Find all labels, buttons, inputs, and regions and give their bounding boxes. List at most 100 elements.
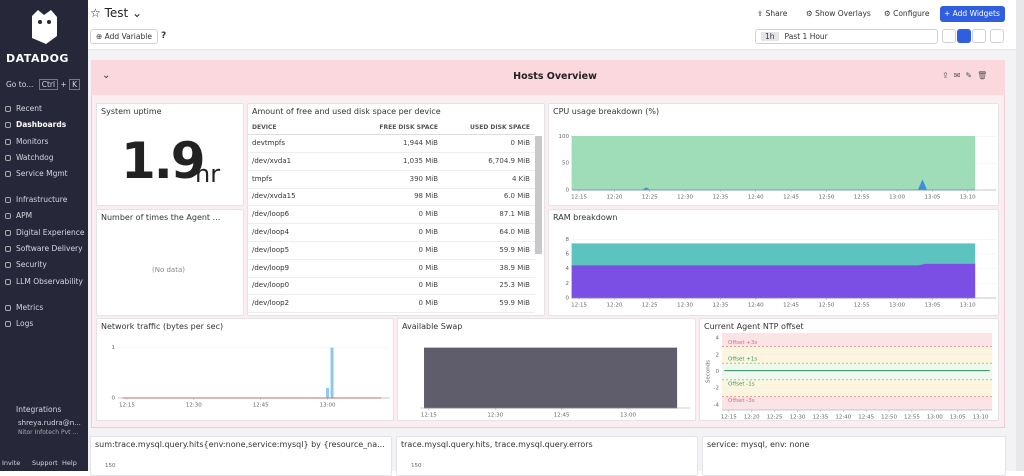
- widget-title: CPU usage breakdown (%): [553, 107, 660, 116]
- pause[interactable]: [957, 29, 971, 43]
- nav-item[interactable]: LLM Observability: [16, 276, 83, 286]
- title-text: Test: [104, 6, 129, 20]
- table-cell: 0 MiB: [418, 263, 438, 272]
- table-cell: 0 MiB: [418, 245, 438, 254]
- nav-icon: [5, 197, 11, 203]
- table-cell: 0 MiB: [418, 210, 438, 219]
- row-line: [248, 241, 535, 242]
- table-cell: 87.1 MiB: [499, 210, 530, 219]
- nav-icon: [5, 106, 11, 112]
- column-header[interactable]: DEVICE: [252, 124, 277, 131]
- user[interactable]: shreya.rudra@n...: [18, 419, 81, 427]
- table-cell: /dev/loop4: [252, 228, 290, 236]
- time-picker[interactable]: 1h Past 1 Hour: [755, 29, 938, 44]
- nav-item[interactable]: Digital Experience: [16, 227, 85, 237]
- nav-item[interactable]: Service Mgmt: [16, 169, 68, 179]
- search[interactable]: Go to... Ctrl + K: [6, 79, 81, 90]
- widget-title: trace.mysql.query.hits, trace.mysql.quer…: [401, 440, 593, 449]
- table-cell: 0 MiB: [418, 228, 438, 236]
- label: Add Widgets: [952, 9, 1000, 18]
- row-line: [248, 294, 535, 296]
- key: K: [69, 79, 81, 90]
- nav-item[interactable]: Recent: [16, 104, 42, 113]
- nav-item[interactable]: Dashboards: [16, 120, 67, 130]
- row-line: [248, 276, 535, 278]
- row-line: [248, 169, 535, 171]
- table-cell: 6.0 MiB: [503, 192, 530, 201]
- table-cell: 0 MiB: [418, 281, 438, 290]
- row-line: [248, 312, 535, 314]
- group-header[interactable]: [91, 60, 1005, 95]
- nav-item[interactable]: Security: [16, 260, 47, 270]
- table-cell: /dev/loop9: [252, 263, 290, 272]
- rewind[interactable]: [942, 29, 956, 43]
- nav-icon: [5, 305, 11, 311]
- table-cell: /dev/xvda15: [252, 192, 296, 201]
- table-cell: /dev/loop2: [252, 299, 290, 308]
- forward[interactable]: [972, 29, 986, 43]
- y-tick-label: 150: [411, 463, 422, 469]
- nav-icon: [5, 171, 11, 178]
- widget-title: sum:trace.mysql.query.hits{env:none,serv…: [95, 440, 385, 449]
- nav-icon: [5, 321, 11, 328]
- nav-item[interactable]: Integrations: [16, 405, 62, 414]
- widget-title: service: mysql, env: none: [707, 440, 810, 449]
- table-cell: 0 MiB: [510, 139, 530, 147]
- logo: DATADOG: [6, 52, 69, 65]
- time-badge: 1h: [761, 32, 779, 41]
- column-header[interactable]: USED DISK SPACE: [470, 124, 530, 131]
- widget-title: RAM breakdown: [553, 213, 618, 222]
- key: Ctrl: [38, 79, 59, 90]
- row-line: [248, 187, 535, 189]
- table-head-line: [248, 134, 535, 135]
- nav-item[interactable]: Logs: [16, 319, 34, 329]
- nav-item[interactable]: Metrics: [16, 303, 44, 312]
- nav-item[interactable]: Watchdog: [16, 152, 54, 162]
- table-cell: 64.0 MiB: [499, 228, 530, 236]
- widget: Network traffic (bytes per sec): [96, 318, 394, 421]
- show-overlays[interactable]: ⚙ Show Overlays: [806, 9, 871, 18]
- footer-action[interactable]: Support: [32, 459, 58, 467]
- footer-action[interactable]: Invite: [2, 459, 21, 467]
- footer-action[interactable]: Help: [62, 459, 77, 467]
- nav-icon: [5, 262, 11, 269]
- widget: service: mysql, env: none: [702, 436, 1006, 476]
- table-cell: 6,704.9 MiB: [488, 156, 530, 165]
- add-widgets[interactable]: + Add Widgets: [940, 6, 1005, 22]
- table-cell: 1,944 MiB: [402, 139, 438, 147]
- configure[interactable]: ⚙ Configure: [884, 9, 930, 18]
- widget-title: Network traffic (bytes per sec): [101, 322, 224, 331]
- table-cell: /dev/loop0: [252, 281, 290, 290]
- widget: CPU usage breakdown (%): [548, 103, 999, 206]
- nav-item[interactable]: Infrastructure: [16, 195, 68, 204]
- table-cell: tmpfs: [252, 174, 273, 183]
- table-scrollbar[interactable]: [535, 136, 542, 254]
- widget-title: Number of times the Agent ...: [101, 213, 221, 222]
- nav-icon: [5, 278, 11, 285]
- share[interactable]: ⇪ Share: [757, 9, 788, 18]
- widget: System uptime 1.9 hr: [96, 103, 244, 206]
- label: Configure: [893, 9, 930, 18]
- widget-title: Available Swap: [402, 322, 463, 331]
- widget: RAM breakdown: [548, 209, 999, 316]
- logo-icon: [32, 10, 57, 44]
- collapse[interactable]: ⌄: [102, 70, 111, 81]
- table-cell: /dev/loop6: [252, 210, 290, 219]
- help[interactable]: ?: [161, 31, 167, 41]
- dashboard-title[interactable]: ☆ Test ⌄: [90, 6, 143, 20]
- table-cell: 38.9 MiB: [499, 263, 530, 272]
- column-header[interactable]: FREE DISK SPACE: [379, 124, 438, 131]
- nav-item[interactable]: Software Delivery: [16, 243, 83, 253]
- add-variable[interactable]: ⊕ Add Variable: [90, 29, 158, 44]
- search-label: Go to...: [6, 80, 34, 89]
- table-cell: 59.9 MiB: [499, 299, 530, 308]
- nav-icon: [5, 122, 11, 129]
- nav-item[interactable]: Monitors: [16, 136, 49, 146]
- time-label: Past 1 Hour: [784, 32, 828, 41]
- scrollbar[interactable]: [1016, 0, 1024, 471]
- zoom[interactable]: [990, 29, 1004, 43]
- row-line: [248, 258, 535, 260]
- nav-item[interactable]: APM: [16, 211, 33, 221]
- group-icons[interactable]: ⇪✉✎🗑: [942, 71, 993, 80]
